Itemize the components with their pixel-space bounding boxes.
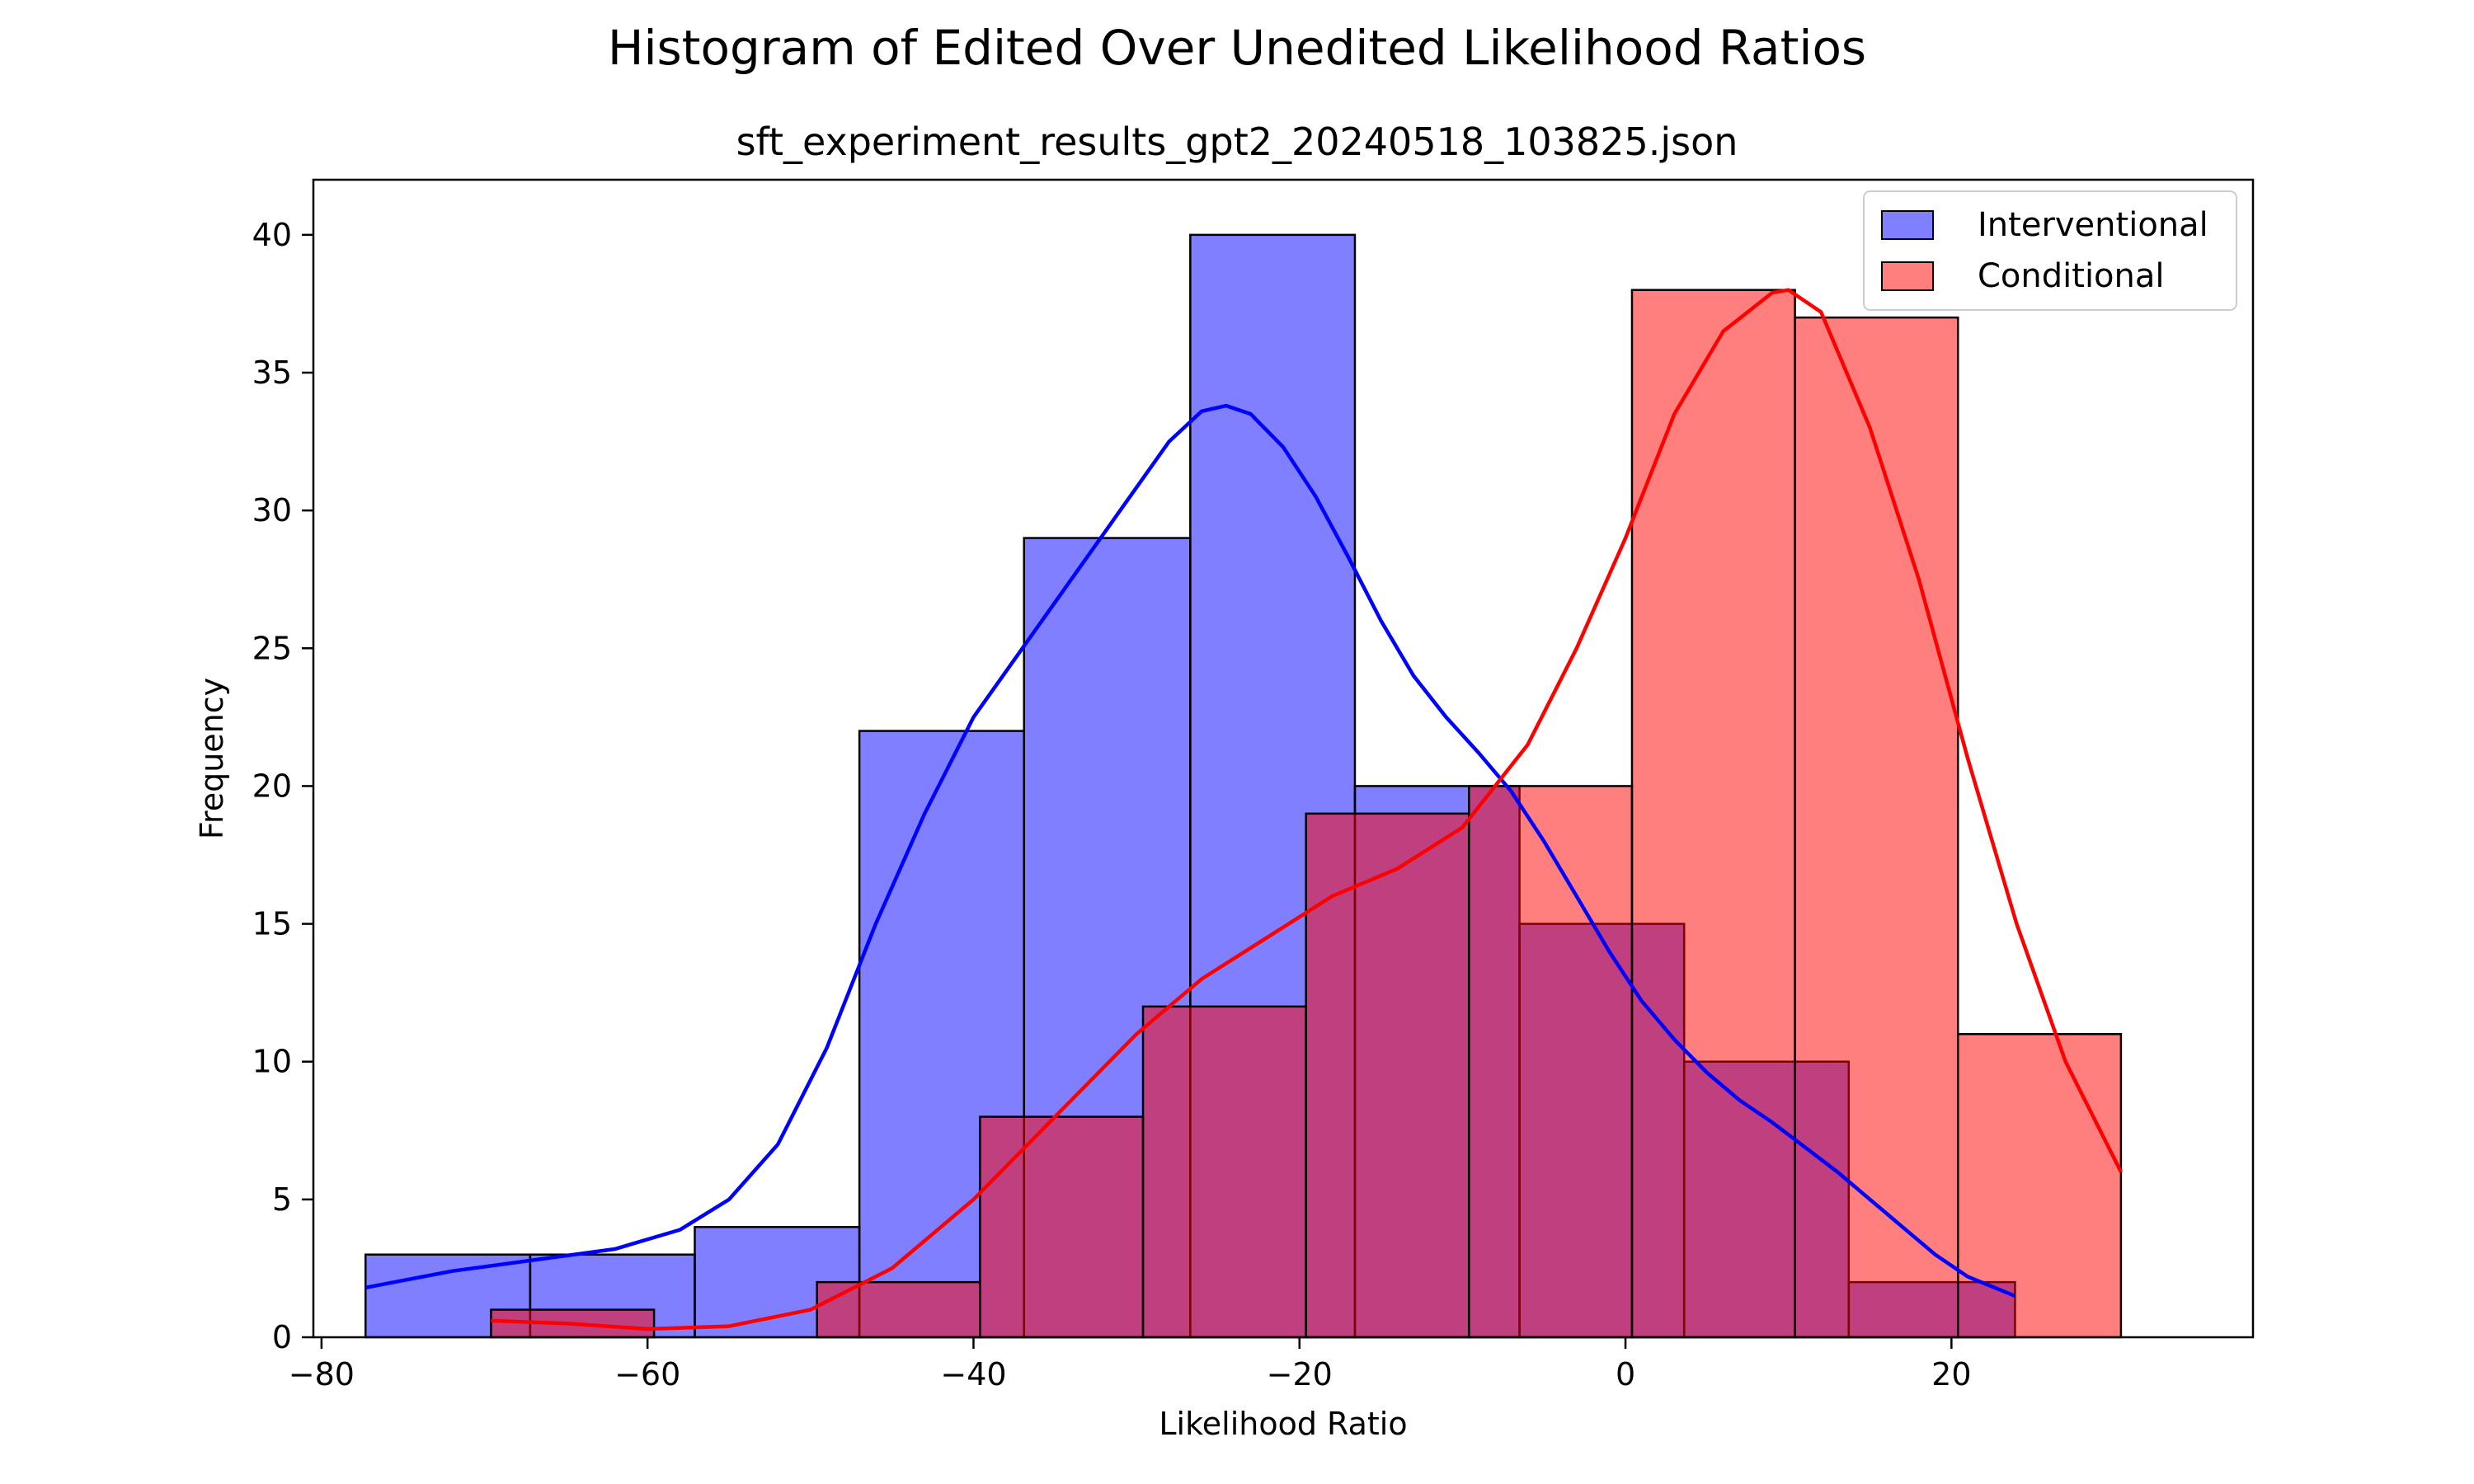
conditional-bar-3 [979, 1115, 1145, 1339]
legend: Interventional Conditional [1863, 190, 2237, 311]
y-tick-label: 30 [252, 492, 292, 528]
series-interventional-kde-line [365, 403, 2016, 1298]
y-tick-label: 25 [252, 630, 292, 666]
axes-frame [312, 178, 2255, 1339]
legend-swatch-interventional [1881, 210, 1934, 240]
y-tick-label: 5 [272, 1181, 292, 1218]
x-axis: −80 −60 −40 −20 0 20 [289, 1337, 1972, 1392]
legend-label-conditional: Conditional [1978, 257, 2165, 295]
plot-area [364, 233, 2123, 1339]
series-conditional-kde-line [491, 288, 2123, 1331]
y-tick-label: 35 [252, 355, 292, 391]
conditional-bar-2 [816, 1280, 981, 1339]
x-tick-label: 0 [1616, 1356, 1635, 1392]
x-tick-label: −80 [289, 1356, 355, 1392]
y-tick-label: 10 [252, 1044, 292, 1080]
y-tick-label: 40 [252, 217, 292, 253]
y-tick-label: 20 [252, 768, 292, 804]
figure-suptitle: Histogram of Edited Over Unedited Likeli… [608, 20, 1866, 76]
x-axis-label: Likelihood Ratio [1159, 1406, 1407, 1442]
y-tick-label: 0 [272, 1319, 292, 1355]
x-tick-label: 20 [1931, 1356, 1971, 1392]
legend-frame [1863, 190, 2237, 311]
plot-title: sft_experiment_results_gpt2_20240518_103… [736, 120, 1738, 164]
y-axis: 0 5 10 15 20 25 30 35 40 [252, 217, 313, 1355]
y-tick-label: 15 [252, 906, 292, 942]
x-tick-label: −20 [1267, 1356, 1333, 1392]
conditional-bar-7 [1630, 289, 1796, 1339]
conditional-bar-4 [1141, 1005, 1307, 1339]
conditional-bar-6 [1468, 785, 1634, 1339]
y-axis-label: Frequency [194, 678, 230, 839]
x-tick-label: −40 [940, 1356, 1006, 1392]
conditional-bar-9 [1957, 1033, 2123, 1339]
series-conditional-bars [490, 289, 2123, 1339]
x-tick-label: −60 [614, 1356, 680, 1392]
conditional-bar-5 [1305, 812, 1470, 1339]
legend-swatch-conditional [1881, 261, 1934, 291]
legend-label-interventional: Interventional [1978, 206, 2208, 244]
conditional-bar-8 [1794, 316, 1959, 1339]
